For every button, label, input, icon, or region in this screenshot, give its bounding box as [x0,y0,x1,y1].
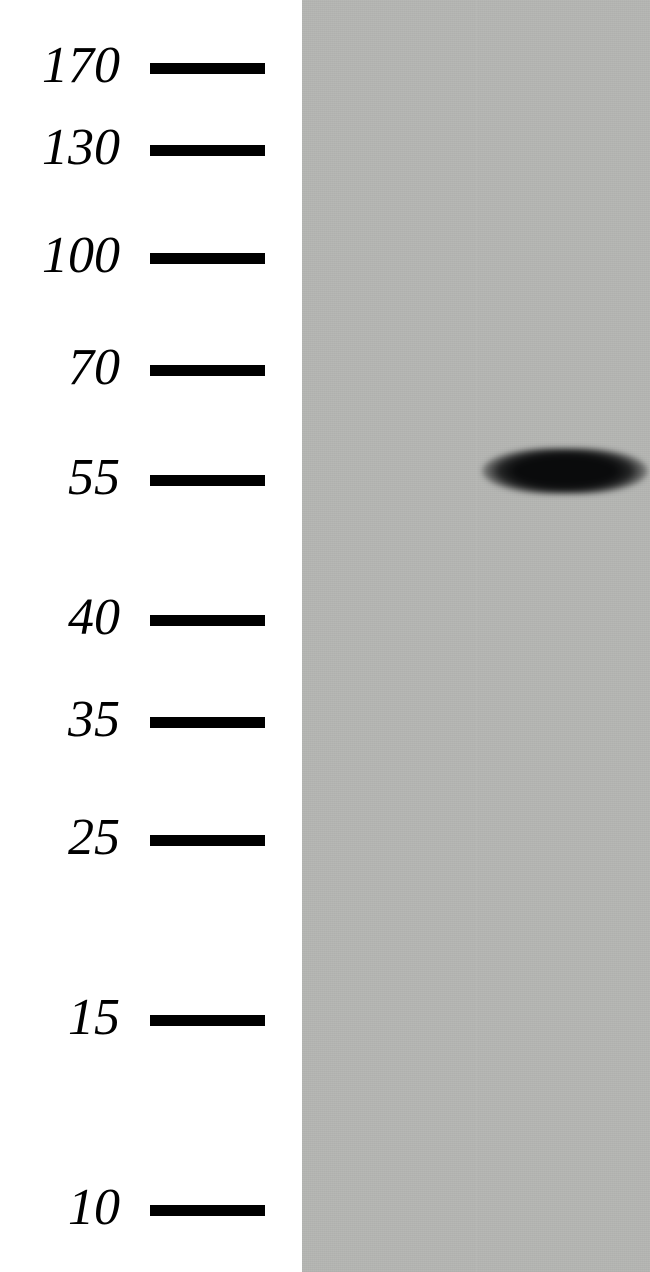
mw-tick-55 [150,475,265,486]
mw-tick-10 [150,1205,265,1216]
mw-tick-100 [150,253,265,264]
blot-membrane [302,0,650,1272]
mw-label-70: 70 [0,342,120,394]
mw-label-10: 10 [0,1182,120,1234]
mw-tick-130 [150,145,265,156]
mw-tick-15 [150,1015,265,1026]
mw-label-130: 130 [0,122,120,174]
mw-label-15: 15 [0,992,120,1044]
mw-label-100: 100 [0,230,120,282]
western-blot-figure: 170 130 100 70 55 40 35 25 15 10 [0,0,650,1272]
mw-tick-70 [150,365,265,376]
lane-divider [476,0,477,1272]
mw-label-40: 40 [0,592,120,644]
mw-tick-25 [150,835,265,846]
mw-label-55: 55 [0,452,120,504]
band-lane2-55kda [482,448,648,494]
mw-tick-170 [150,63,265,74]
mw-label-170: 170 [0,40,120,92]
mw-label-35: 35 [0,694,120,746]
mw-label-25: 25 [0,812,120,864]
mw-tick-40 [150,615,265,626]
mw-tick-35 [150,717,265,728]
